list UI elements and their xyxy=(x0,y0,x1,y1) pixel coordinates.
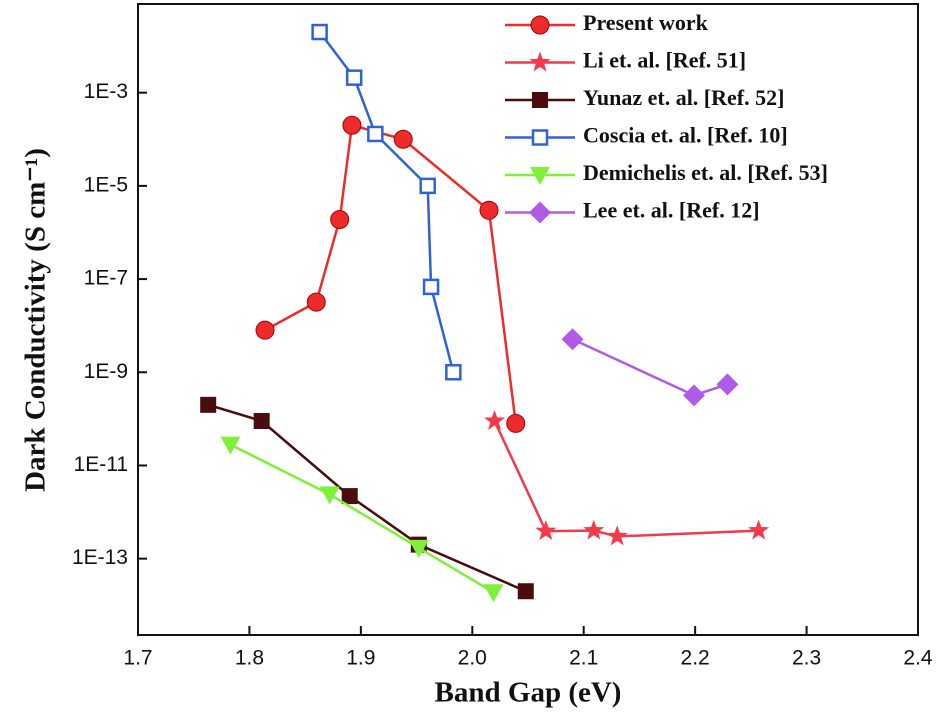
x-tick-label: 1.7 xyxy=(123,647,152,670)
marker xyxy=(255,320,275,340)
series-line xyxy=(572,338,728,397)
marker xyxy=(445,364,462,381)
marker xyxy=(220,436,241,455)
marker xyxy=(583,519,605,540)
marker xyxy=(408,539,429,558)
marker xyxy=(419,177,436,195)
legend-label: Coscia et. al. [Ref. 10] xyxy=(583,123,788,148)
series-line xyxy=(264,123,517,424)
x-tick-label: 2.1 xyxy=(569,647,598,670)
marker xyxy=(311,23,328,41)
x-tick-label: 2.4 xyxy=(903,647,933,670)
x-axis-title: Band Gap (eV) xyxy=(435,677,622,709)
marker xyxy=(253,412,270,429)
legend-label: Present work xyxy=(583,10,709,35)
marker xyxy=(422,278,440,296)
legend-marker xyxy=(529,201,551,224)
marker xyxy=(342,115,362,135)
x-tick-label: 1.9 xyxy=(346,647,375,670)
marker xyxy=(483,584,504,603)
marker xyxy=(393,129,413,149)
legend-marker xyxy=(531,129,549,146)
marker xyxy=(319,486,340,505)
legend-label: Li et. al. [Ref. 51] xyxy=(583,48,746,73)
marker xyxy=(748,519,770,540)
marker xyxy=(367,125,384,143)
y-tick-label: 1E-11 xyxy=(74,453,128,476)
y-axis-title: Dark Conductivity (S cm⁻¹) xyxy=(20,148,52,492)
marker xyxy=(306,292,326,312)
marker xyxy=(561,328,584,351)
legend-marker xyxy=(532,92,548,108)
legend-marker xyxy=(529,51,551,72)
marker xyxy=(535,520,557,541)
legend-marker xyxy=(530,15,550,35)
marker xyxy=(479,200,499,220)
series-line xyxy=(207,403,527,593)
series-line xyxy=(318,31,455,373)
x-tick-label: 2.3 xyxy=(792,647,821,670)
marker xyxy=(200,396,217,413)
legend-marker xyxy=(530,167,550,185)
marker xyxy=(341,488,358,505)
marker xyxy=(683,384,706,407)
marker xyxy=(716,373,739,396)
legend-label: Demichelis et. al. [Ref. 53] xyxy=(583,160,828,185)
marker xyxy=(606,525,628,546)
series-line xyxy=(229,443,495,594)
marker xyxy=(345,69,363,86)
legend-label: Yunaz et. al. [Ref. 52] xyxy=(583,85,784,110)
x-tick-label: 2.2 xyxy=(681,647,710,670)
y-tick-label: 1E-5 xyxy=(84,173,128,196)
y-tick-label: 1E-13 xyxy=(72,546,128,569)
marker xyxy=(484,409,506,430)
x-tick-label: 1.8 xyxy=(235,647,264,670)
y-tick-label: 1E-3 xyxy=(84,80,128,103)
marker xyxy=(330,209,350,229)
marker xyxy=(517,583,534,600)
y-tick-label: 1E-9 xyxy=(84,360,128,383)
y-tick-label: 1E-7 xyxy=(84,267,128,290)
legend-label: Lee et. al. [Ref. 12] xyxy=(583,198,760,223)
plot-frame xyxy=(137,3,919,636)
series-line xyxy=(493,420,759,538)
marker xyxy=(506,413,526,433)
x-tick-label: 2.0 xyxy=(458,647,487,670)
